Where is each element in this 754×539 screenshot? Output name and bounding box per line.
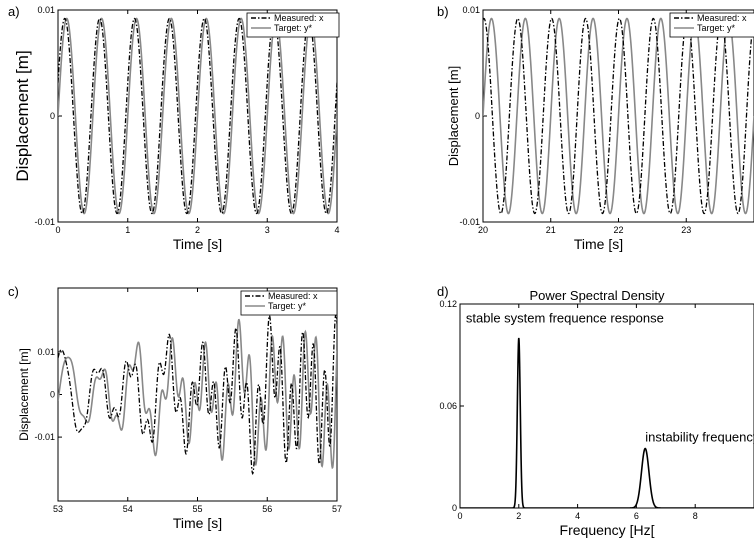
x-tick-label: 0 [457, 511, 462, 521]
legend-entry: Target: y* [274, 23, 313, 33]
legend-box [240, 290, 338, 316]
x-axis-label: Frequency [Hz[ [560, 522, 655, 538]
legend-entry: Target: y* [268, 301, 307, 311]
legend-entry: Measured: x [697, 13, 747, 23]
series-line-measured [483, 17, 754, 215]
series-line-target [460, 337, 754, 508]
y-tick-label: -0.01 [34, 432, 55, 442]
y-tick-label: 0 [50, 390, 55, 400]
y-axis-label: Displacement [m] [17, 348, 31, 441]
x-tick-label: 21 [546, 225, 556, 235]
legend-box [246, 12, 340, 38]
y-tick-label: 0 [452, 503, 457, 513]
x-tick-label: 4 [334, 225, 339, 235]
chart-title: Power Spectral Density [529, 288, 665, 303]
y-tick-label: -0.01 [459, 217, 480, 227]
panel-label: c) [8, 284, 19, 299]
legend-box [669, 12, 754, 38]
x-tick-label: 0 [55, 225, 60, 235]
series-line-target [58, 318, 337, 470]
x-tick-label: 53 [53, 504, 63, 514]
x-tick-label: 56 [262, 504, 272, 514]
plot-frame [459, 303, 754, 509]
y-axis-label: Displacement [m] [13, 50, 32, 181]
y-tick-label: 0.01 [37, 5, 55, 15]
chart-panel-4: d) 0 2 4 6 8 0.12 0.06 0 Frequency [Hz[ Power Spec… [437, 284, 754, 538]
legend-entry: Measured: x [274, 13, 324, 23]
x-tick-label: 54 [123, 504, 133, 514]
x-tick-label: 23 [681, 225, 691, 235]
annotation-text: instability frequency [645, 430, 754, 445]
x-tick-label: 8 [693, 511, 698, 521]
y-axis-label: Displacement [m] [446, 66, 461, 166]
y-tick-label: -0.01 [34, 217, 55, 227]
x-tick-label: 20 [478, 225, 488, 235]
x-axis-label: Time [s] [574, 236, 623, 252]
panel-label: b) [437, 4, 449, 19]
annotation-text: stable system frequence response [466, 311, 664, 326]
series-line-target [483, 17, 754, 215]
y-tick-label: 0.01 [462, 5, 480, 15]
x-tick-label: 57 [332, 504, 342, 514]
legend-entry: Target: y* [697, 23, 736, 33]
x-tick-label: 2 [195, 225, 200, 235]
x-axis-label: Time [s] [173, 236, 222, 252]
legend-entry: Measured: x [268, 291, 318, 301]
x-tick-label: 4 [575, 511, 580, 521]
y-tick-label: 0.12 [439, 299, 457, 309]
y-tick-label: 0.06 [439, 401, 457, 411]
panel-label: d) [437, 284, 449, 299]
x-tick-label: 3 [265, 225, 270, 235]
chart-panel-3: c) 53 54 55 56 57 0.01 0 -0.01 Time [s] Displaceme… [8, 284, 342, 531]
x-tick-label: 1 [125, 225, 130, 235]
x-tick-label: 22 [613, 225, 623, 235]
y-tick-label: 0.01 [37, 347, 55, 357]
x-tick-label: 2 [516, 511, 521, 521]
x-tick-label: 6 [634, 511, 639, 521]
y-tick-label: 0 [50, 111, 55, 121]
x-axis-label: Time [s] [173, 515, 222, 531]
x-tick-label: 55 [192, 504, 202, 514]
chart-panel-2: b) 20 21 22 23 0.01 0 -0.01 Time [s] Displacement… [437, 4, 754, 252]
y-tick-label: 0 [475, 111, 480, 121]
series-line-target [58, 17, 337, 215]
panel-label: a) [8, 4, 20, 19]
series-line-measured [58, 17, 337, 215]
